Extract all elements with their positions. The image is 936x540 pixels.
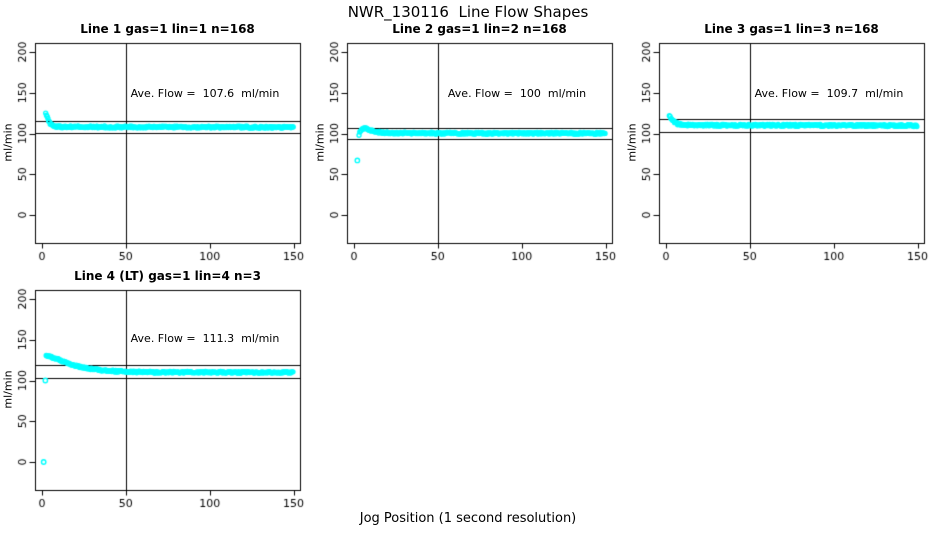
- panel3-y-axis-label: ml/min: [625, 123, 639, 162]
- panel2-y-axis-label: ml/min: [313, 123, 327, 162]
- panel3-title: Line 3 gas=1 lin=3 n=168: [704, 22, 879, 36]
- panel2-title: Line 2 gas=1 lin=2 n=168: [392, 22, 567, 36]
- x-axis-label: Jog Position (1 second resolution): [359, 511, 577, 526]
- panel1-ave-flow-annotation: Ave. Flow = 107.6 ml/min: [130, 87, 280, 100]
- panel4-ave-flow-annotation: Ave. Flow = 111.3 ml/min: [130, 332, 280, 345]
- panel2-ave-flow-annotation: Ave. Flow = 100 ml/min: [447, 87, 587, 100]
- panel3-ave-flow-annotation: Ave. Flow = 109.7 ml/min: [754, 87, 904, 100]
- panel1-y-axis-label: ml/min: [1, 123, 15, 162]
- panel4-title: Line 4 (LT) gas=1 lin=4 n=3: [74, 269, 261, 283]
- panel1-title: Line 1 gas=1 lin=1 n=168: [80, 22, 255, 36]
- figure-title: NWR_130116 Line Flow Shapes: [347, 3, 589, 21]
- panel4-y-axis-label: ml/min: [1, 370, 15, 409]
